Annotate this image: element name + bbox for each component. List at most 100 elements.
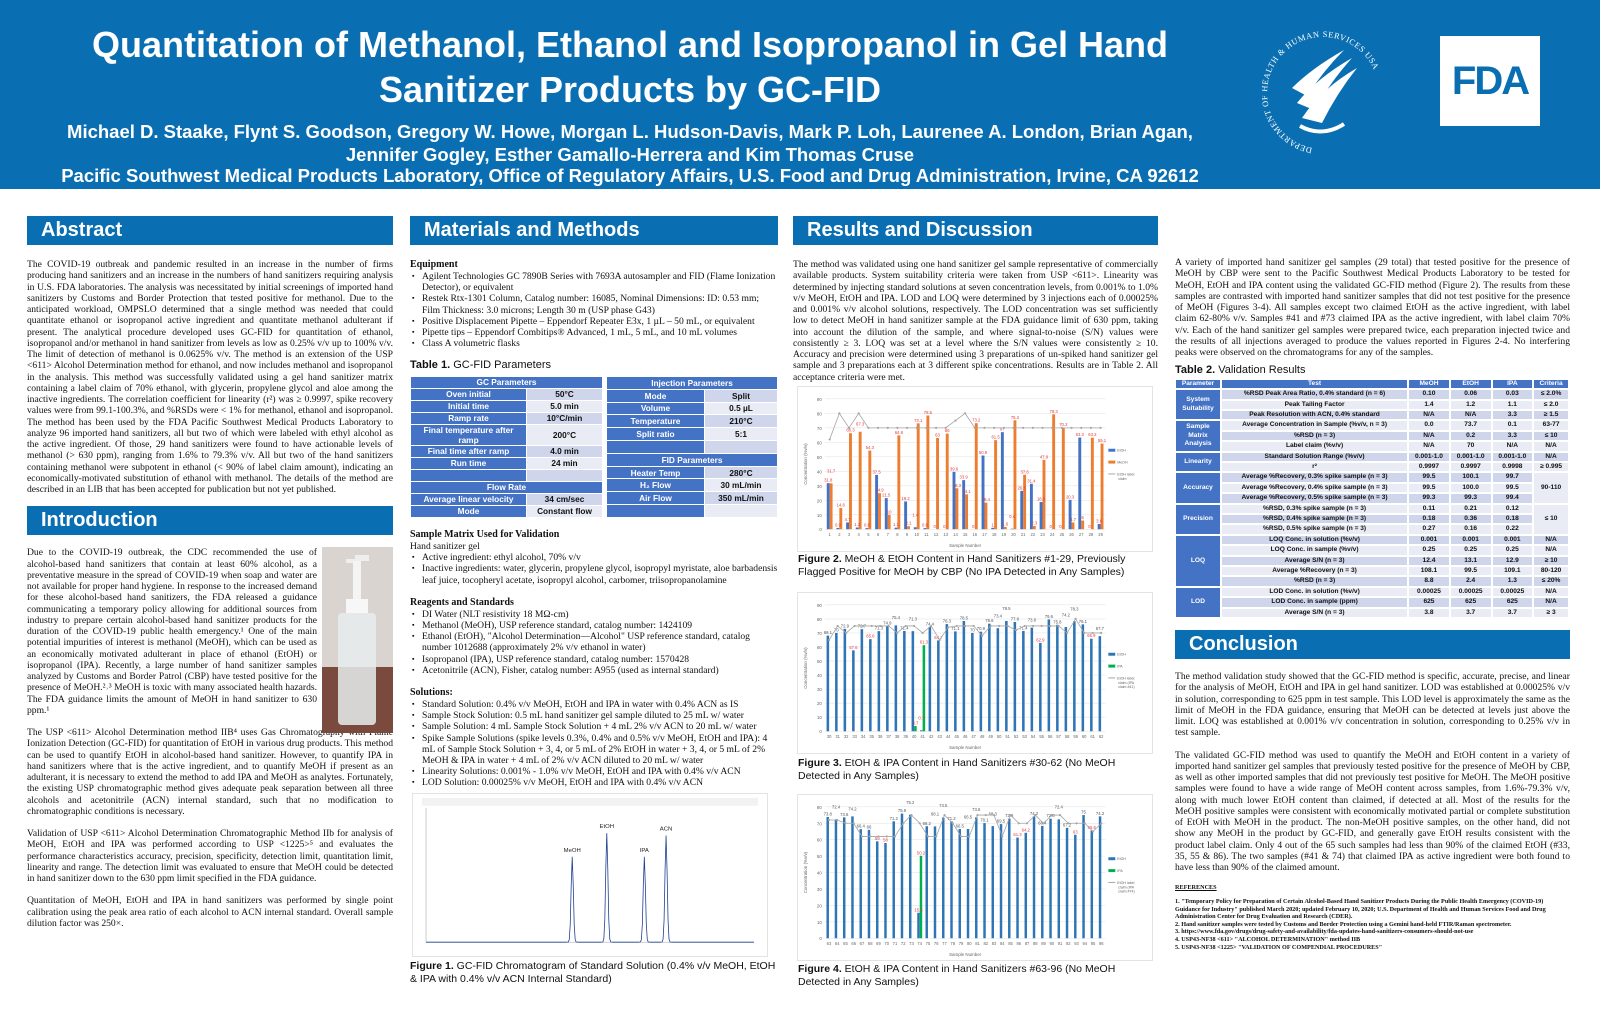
bar-meoh xyxy=(868,450,872,530)
x-tick-label: 11 xyxy=(924,532,929,537)
label-claim-point xyxy=(885,835,888,838)
affiliation: Pacific Southwest Medical Products Labor… xyxy=(61,165,1199,186)
bar-meoh xyxy=(936,437,939,530)
data-label: 1 xyxy=(992,522,995,527)
cell-value: 99.3 xyxy=(1449,493,1492,504)
data-label: 75.4 xyxy=(892,615,901,620)
label-claim-point xyxy=(984,813,987,817)
test-name: Average %Recovery, 0.3% spike sample (n … xyxy=(1221,472,1409,483)
label-claim-point xyxy=(976,813,979,817)
data-label: 72.8 xyxy=(1005,813,1014,818)
legend-swatch xyxy=(1108,869,1116,873)
label-claim-point xyxy=(1099,426,1102,429)
y-tick-label: 60 xyxy=(817,645,822,650)
bar-etoh xyxy=(1074,834,1077,939)
reference-item: 3. https://www.fda.gov/drugs/drug-safety… xyxy=(1175,928,1474,936)
bar-etoh xyxy=(884,498,888,530)
bar-meoh xyxy=(839,508,843,530)
bar-etoh xyxy=(911,631,915,732)
matrix-heading: Sample Matrix Used for Validation xyxy=(410,528,560,540)
label-claim-point xyxy=(860,835,864,838)
label-claim-point xyxy=(869,835,872,838)
data-label: 73.1 xyxy=(914,418,923,423)
figure4-label: Figure 4. xyxy=(798,963,842,975)
y-tick-label: 70 xyxy=(817,631,822,636)
cell-value: 3.8 xyxy=(1408,607,1450,619)
cell-value: 0.001 xyxy=(1491,534,1534,546)
data-label: 73.5 xyxy=(939,803,948,808)
bar-etoh xyxy=(933,826,937,939)
bar-etoh xyxy=(1020,490,1024,530)
data-label: 71.1 xyxy=(951,626,960,631)
label-claim-point xyxy=(1083,822,1086,825)
results-paragraph-2: A variety of imported hand sanitizer gel… xyxy=(1175,257,1570,358)
data-label: 18.8 xyxy=(1037,497,1046,502)
bar-etoh xyxy=(954,631,957,732)
x-tick-label: 90 xyxy=(1049,941,1054,946)
bar-etoh xyxy=(1082,815,1085,939)
param-value: 280°C xyxy=(705,466,777,479)
y-tick-label: 30 xyxy=(817,887,822,892)
legend-swatch xyxy=(1108,664,1116,668)
figure4-chart: 0 10 20 30 40 50 60 70 80 Concentration (%v/v) Sam… xyxy=(797,794,1153,961)
data-label: 62.9 xyxy=(1036,637,1045,642)
cell-value: 0.25 xyxy=(1491,545,1534,556)
data-label: 79.6 xyxy=(1045,614,1054,619)
data-label: 77.8 xyxy=(1011,617,1020,622)
x-tick-label: 70 xyxy=(884,941,889,946)
data-label: 33.9 xyxy=(960,475,969,480)
data-label: 2.1 xyxy=(906,521,913,526)
x-tick-label: 12 xyxy=(934,532,939,537)
x-tick-label: 14 xyxy=(953,532,958,537)
column-3: Results and Discussion The method was va… xyxy=(793,216,1158,394)
cell-value: 3.7 xyxy=(1491,607,1534,619)
table-row: Sample Matrix Analysis Average Concentrat… xyxy=(1175,420,1569,452)
list-item: Spike Sample Solutions (spike levels 0.3… xyxy=(410,733,778,767)
x-tick-label: 44 xyxy=(946,734,951,739)
bar-etoh xyxy=(855,527,859,530)
column-header: Parameter xyxy=(1175,378,1221,390)
x-tick-label: 43 xyxy=(937,734,942,739)
label-claim-point xyxy=(1060,426,1063,429)
bar-etoh xyxy=(1041,825,1044,939)
data-label: 50.9 xyxy=(979,450,988,455)
bar-etoh xyxy=(826,483,830,530)
cell-value: 625 xyxy=(1491,597,1534,608)
data-label: 75.2 xyxy=(1011,415,1020,420)
figure3-chart: 0 10 20 30 40 50 60 70 80 90 Concentration (%v/v) S… xyxy=(797,592,1153,754)
column-header: EtOH xyxy=(1449,378,1492,390)
data-label: 70 xyxy=(970,627,975,632)
legend-label-line: EtOH label xyxy=(1117,676,1134,680)
bar-etoh xyxy=(913,527,917,530)
cell-value: 99.7 xyxy=(1491,472,1534,483)
table-row: Precision %RSD, 0.3% spike sample (n = 3)… xyxy=(1175,503,1569,535)
data-label: 24.9 xyxy=(875,488,884,493)
hand-sanitizer-bottle-photo xyxy=(322,547,393,734)
table-section-header: GC Parameters xyxy=(411,376,602,388)
cell-value: 99.3 xyxy=(1408,493,1450,504)
bar-etoh xyxy=(1064,627,1068,732)
data-label: 64.7 xyxy=(934,635,943,640)
label-claim-point xyxy=(1083,631,1086,635)
test-name: LOD Conc. in sample (ppm) xyxy=(1221,597,1409,608)
param-name xyxy=(411,469,526,481)
bar-etoh xyxy=(1030,627,1034,732)
bar-etoh xyxy=(1049,818,1052,939)
y-tick-label: 20 xyxy=(817,903,822,908)
label-claim-point xyxy=(913,624,916,628)
y-tick-label: 80 xyxy=(817,617,822,622)
x-tick-label: 57 xyxy=(1056,734,1061,739)
label-claim-point xyxy=(951,822,954,825)
x-tick-label: 24 xyxy=(1050,532,1055,537)
legend-label: EtOH xyxy=(1117,449,1126,453)
data-label: 58 xyxy=(883,838,888,843)
bar-etoh xyxy=(1098,636,1102,732)
table-row xyxy=(607,440,777,453)
label-claim-point xyxy=(1006,624,1009,628)
legend-label-line: EtOH xyxy=(1117,653,1126,657)
bar-etoh xyxy=(1073,621,1076,732)
param-name: Final temperature after ramp xyxy=(411,424,526,445)
x-tick-label: 20 xyxy=(1011,532,1016,537)
label-claim-point xyxy=(943,813,946,817)
label-claim-point xyxy=(930,624,933,628)
